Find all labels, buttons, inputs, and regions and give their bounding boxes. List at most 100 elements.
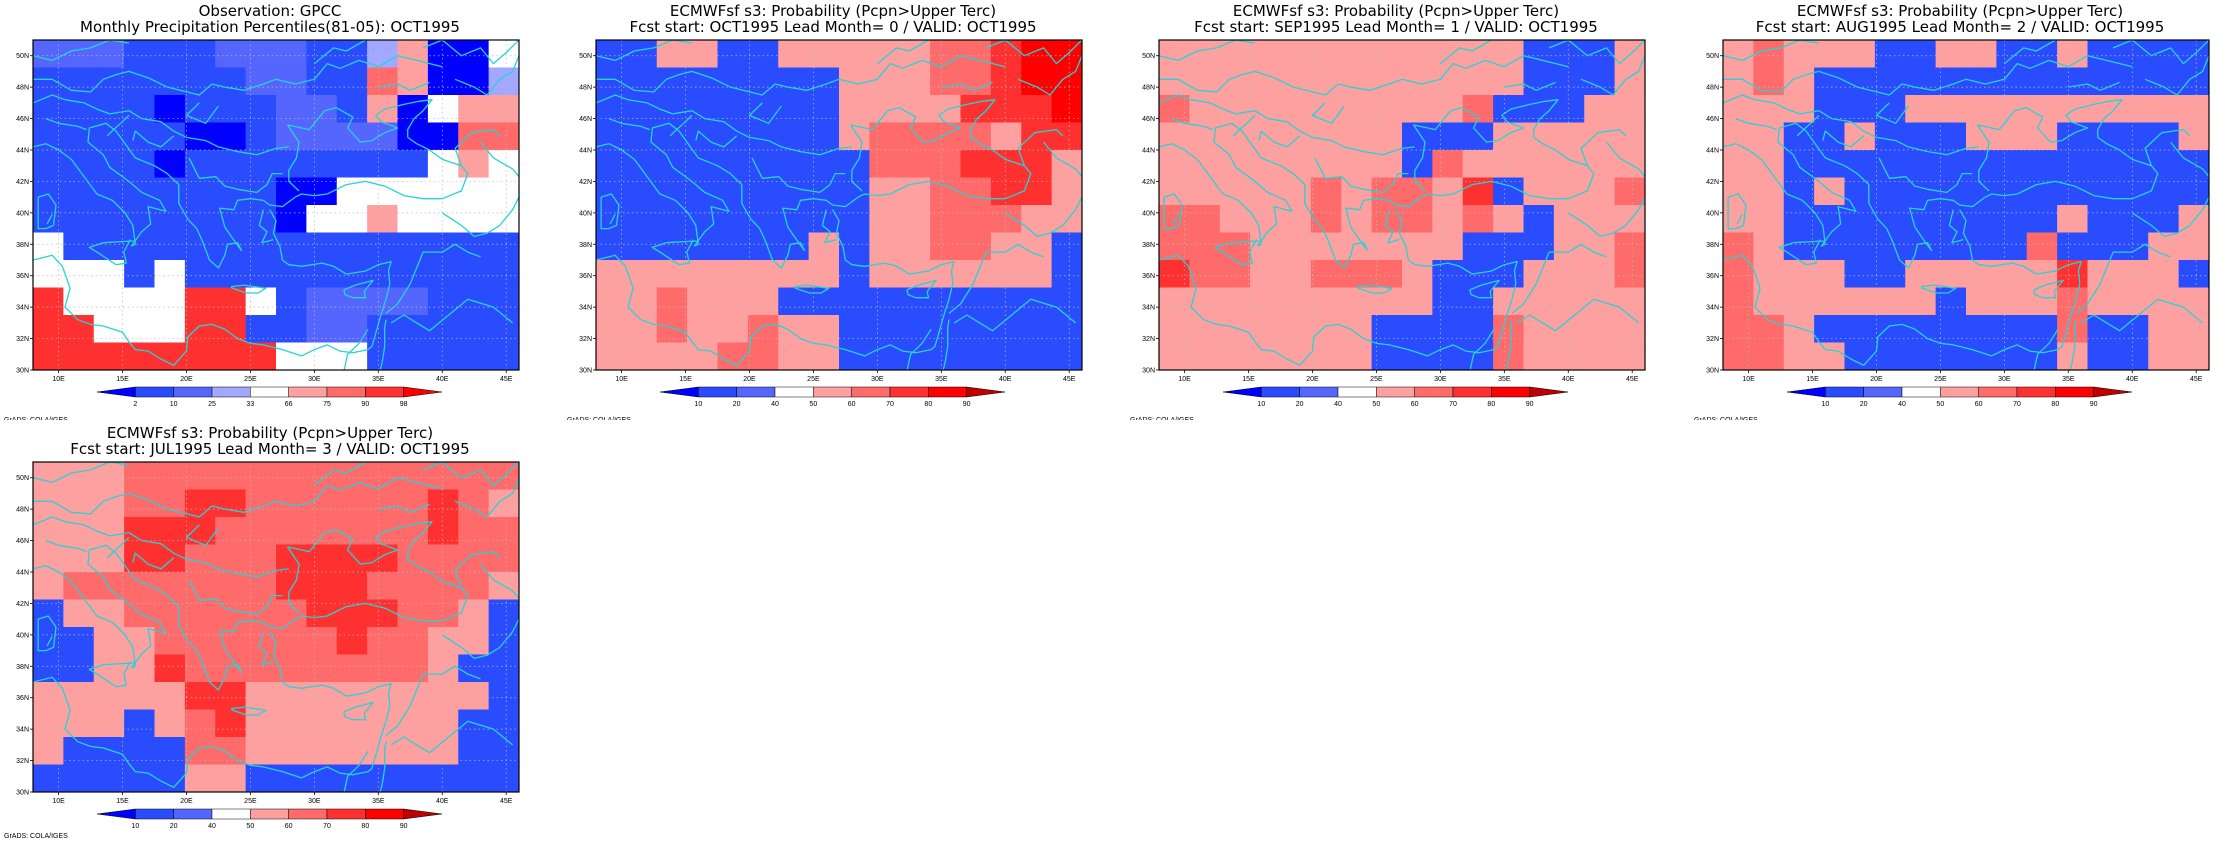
lat-tick-label: 34N: [579, 305, 592, 312]
grid-cell: [124, 40, 155, 68]
grid-cell: [184, 205, 216, 233]
coastline: [793, 284, 830, 294]
grid-cell: [215, 764, 247, 793]
coastline: [454, 550, 501, 588]
coastline: [378, 503, 430, 513]
legend-label: 20: [733, 401, 741, 408]
grid-cell: [1966, 260, 1997, 288]
grid-cell: [687, 315, 718, 343]
grid-cell: [778, 342, 810, 371]
grid-cell: [458, 572, 490, 600]
grid-cell: [184, 627, 216, 655]
lon-tick-label: 45E: [1626, 376, 1639, 383]
grid-cell: [2117, 177, 2149, 206]
coastline: [454, 128, 501, 166]
panel-subtitle: Fcst start: JUL1995 Lead Month= 3 / VALI…: [70, 440, 469, 458]
grid-cell: [1814, 232, 1845, 261]
grid-cell: [1021, 260, 1053, 288]
grid-cell: [1783, 67, 1815, 96]
grid-cell: [778, 67, 810, 96]
grid-cell: [1874, 205, 1906, 233]
grid-cell: [1462, 232, 1494, 261]
coastline: [518, 593, 519, 594]
grid-cell: [1553, 122, 1585, 151]
grid-cell: [1996, 287, 2028, 316]
grid-cell: [1966, 40, 1997, 68]
grid-cell: [276, 67, 307, 96]
coastline: [287, 99, 433, 143]
grid-cell: [427, 122, 459, 151]
grid-cell: [458, 67, 490, 96]
lon-tick-label: 10E: [52, 798, 65, 805]
coastline: [953, 298, 1077, 332]
lat-tick-label: 44N: [1706, 148, 1719, 155]
grid-cell: [184, 40, 216, 68]
grid-cell: [276, 682, 307, 710]
lat-tick-label: 42N: [16, 601, 29, 608]
coastline: [1580, 128, 1627, 166]
lat-tick-label: 44N: [1142, 148, 1155, 155]
legend-label: 90: [400, 823, 408, 830]
grid-cell: [488, 67, 520, 96]
grid-cell: [1753, 150, 1785, 178]
grid-cell: [397, 709, 429, 738]
grid-cell: [215, 462, 247, 490]
panel-subtitle: Fcst start: OCT1995 Lead Month= 0 / VALI…: [629, 18, 1036, 36]
legend-swatch: [1376, 386, 1415, 398]
lon-tick-label: 10E: [615, 376, 628, 383]
lat-tick-label: 40N: [579, 210, 592, 217]
coastline: [1017, 128, 1064, 166]
lon-tick-label: 40E: [999, 376, 1012, 383]
grid-cell: [626, 342, 658, 371]
legend-swatch: [1940, 386, 1979, 398]
legend-swatch: [813, 386, 852, 398]
grid-cell: [869, 150, 901, 178]
grid-cell: [1159, 260, 1190, 288]
grid-cell: [1159, 40, 1190, 68]
grid-cell: [990, 150, 1022, 178]
legend-swatch: [365, 386, 404, 398]
grid-cell: [367, 599, 398, 628]
grid-cell: [2178, 260, 2210, 288]
grid-cell: [1402, 287, 1433, 316]
grid-cell: [63, 150, 95, 178]
lat-tick-label: 48N: [1706, 85, 1719, 92]
precip-map: ECMWFsf s3: Probability (Pcpn>Upper Terc…: [567, 2, 1083, 420]
grid-cell: [1584, 260, 1616, 288]
grid-cell: [1402, 232, 1433, 261]
coastline: [1232, 114, 1256, 137]
grid-cell: [1462, 150, 1494, 178]
grid-cell: [1966, 205, 1997, 233]
grid-cell: [1250, 95, 1281, 123]
grid-cell: [1783, 342, 1815, 371]
grid-cell: [1280, 40, 1312, 68]
coastline: [33, 55, 443, 96]
grid-cell: [184, 764, 216, 793]
coastline: [1356, 284, 1393, 294]
grid-cell: [1523, 40, 1555, 68]
coastline: [985, 40, 1082, 65]
grid-cell: [899, 150, 931, 178]
lat-tick-label: 42N: [16, 179, 29, 186]
grid-cell: [1614, 122, 1646, 151]
coastline: [2033, 328, 2059, 370]
lat-tick-label: 50N: [1706, 53, 1719, 60]
coastline: [1723, 122, 2159, 269]
grid-cell: [184, 150, 216, 178]
grid-cell: [1402, 260, 1433, 288]
grid-cell: [427, 572, 459, 600]
coastline: [1511, 243, 1607, 314]
grid-cell: [336, 709, 368, 738]
grid-cell: [930, 67, 961, 96]
grid-cell: [1432, 287, 1464, 316]
grid-cell: [2026, 150, 2058, 178]
coastline: [1606, 141, 1645, 178]
lat-tick-label: 46N: [16, 538, 29, 545]
grid-cell: [1371, 122, 1403, 151]
lat-tick-label: 42N: [1142, 179, 1155, 186]
grid-cell: [1310, 40, 1342, 68]
grid-cell: [124, 232, 155, 261]
lat-tick-label: 50N: [579, 53, 592, 60]
grid-cell: [367, 517, 398, 545]
coastline: [33, 477, 443, 518]
